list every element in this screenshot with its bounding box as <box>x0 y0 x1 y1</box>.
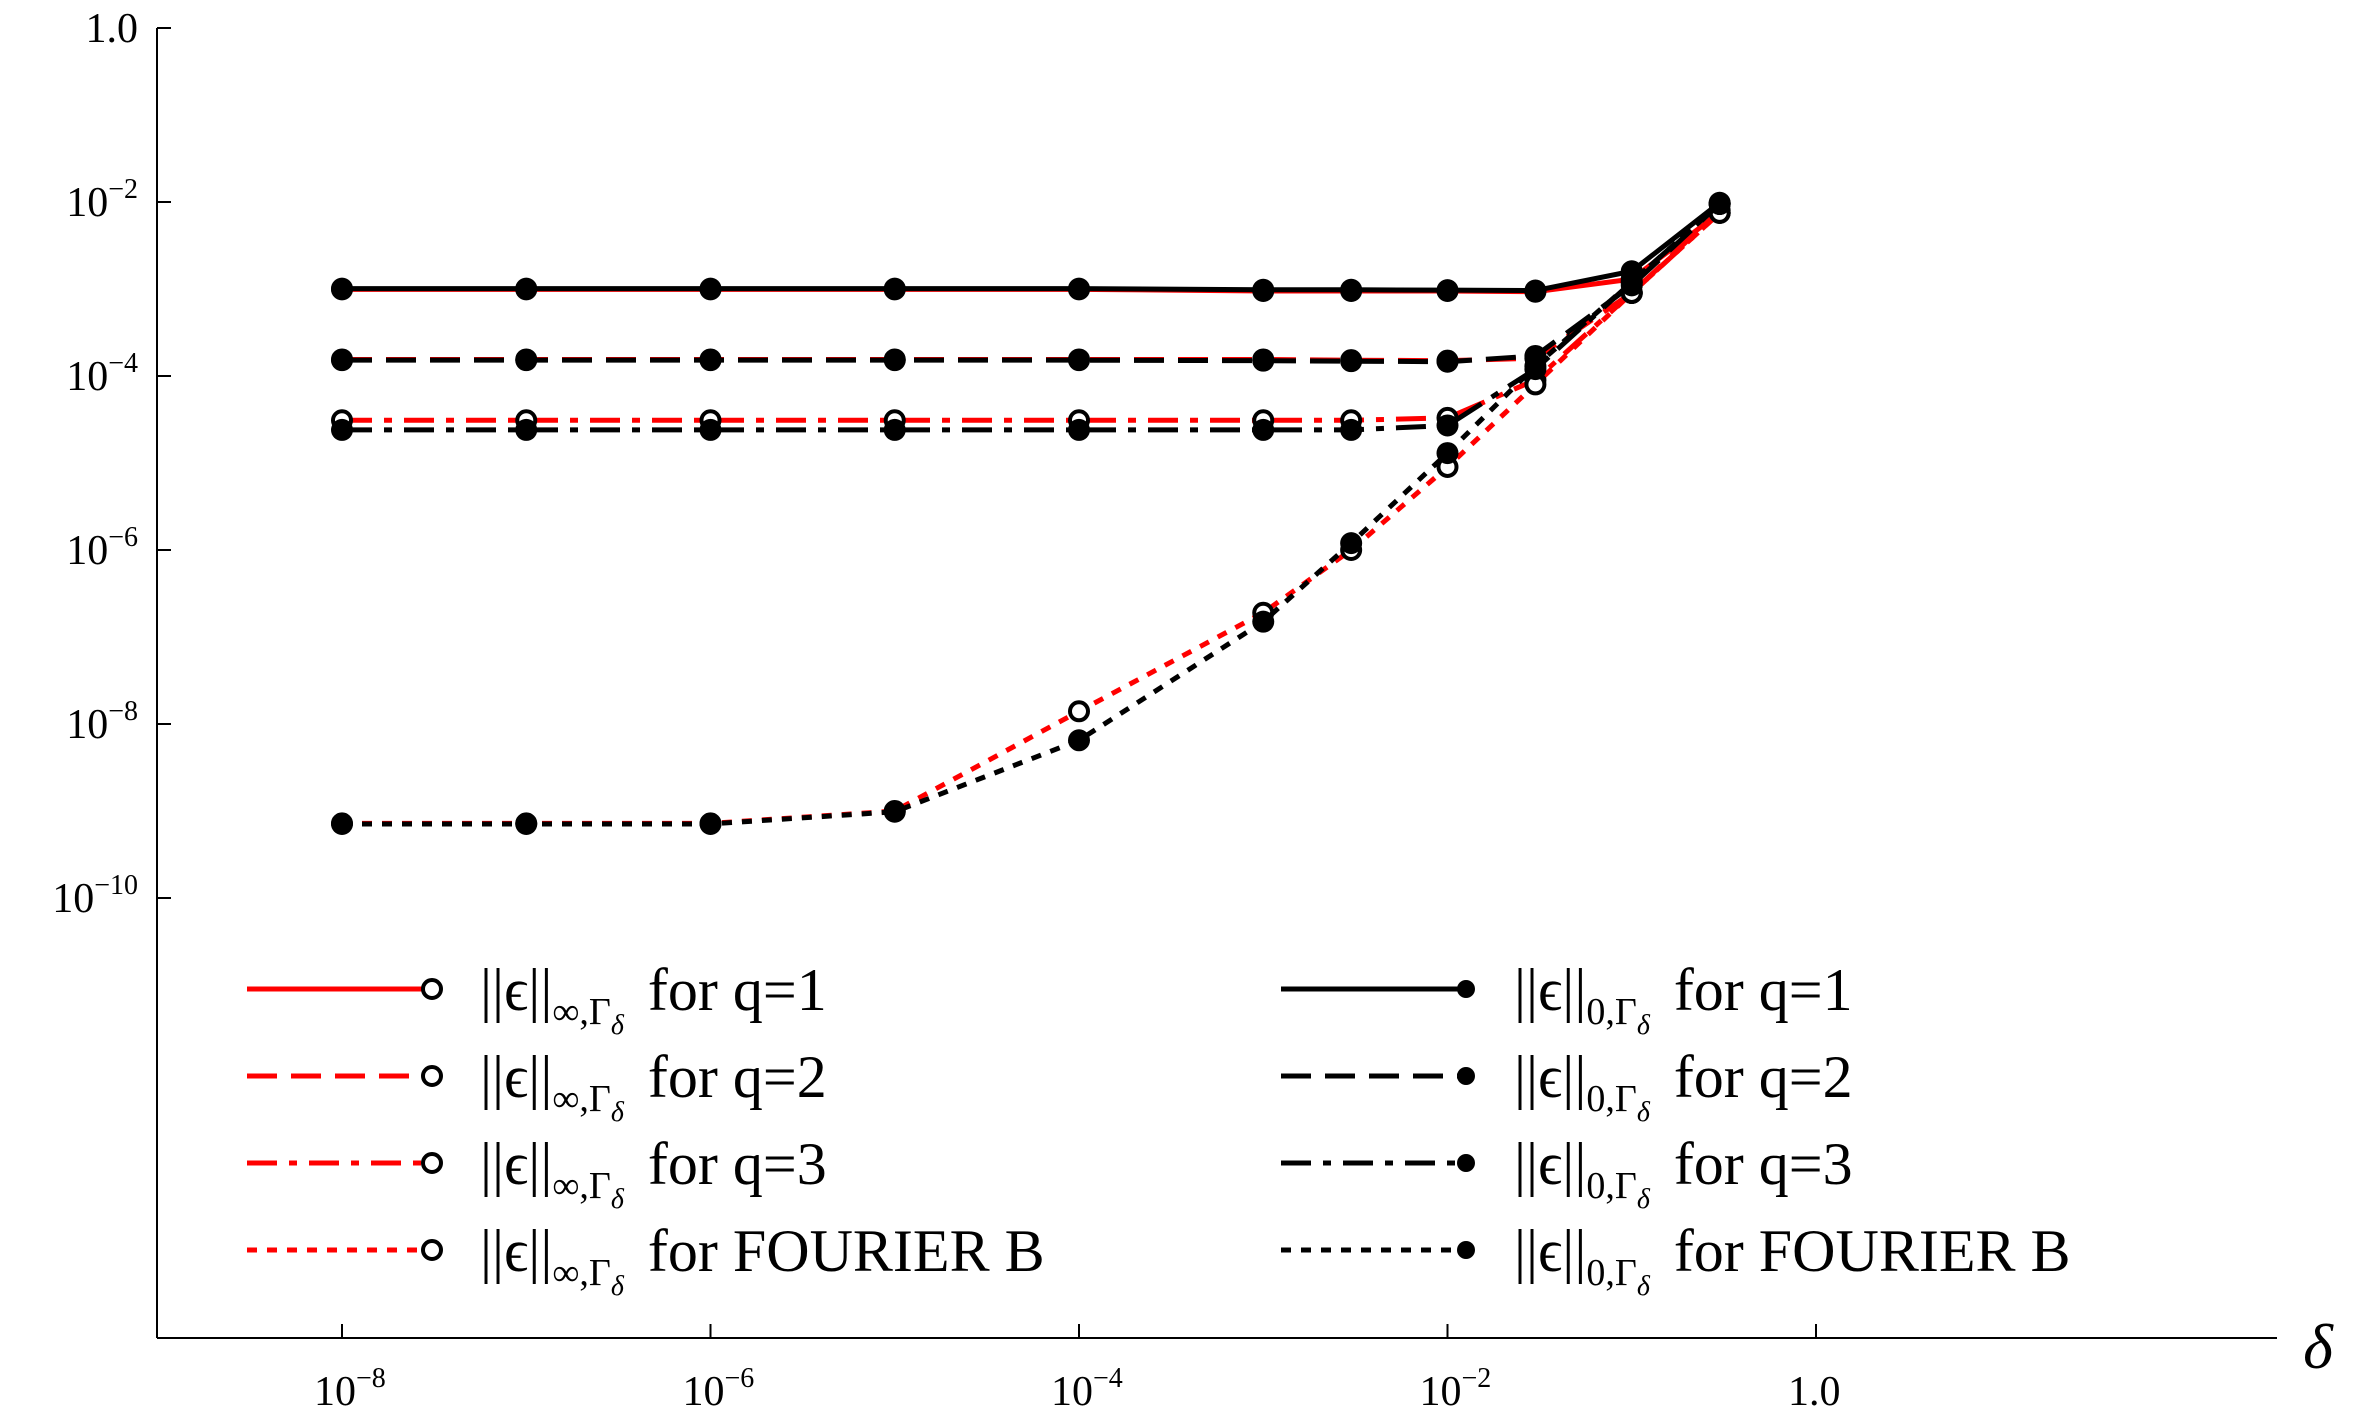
data-point <box>1068 277 1090 300</box>
x-tick-label: 1.0 <box>1788 1369 1841 1415</box>
legend-item: ||ϵ||0,Γδfor q=2 <box>1281 1044 1853 1128</box>
x-ticks: 10−8 10−6 10−4 10−2 1.0 <box>314 1324 1841 1415</box>
data-point <box>699 349 722 372</box>
legend-label: ||ϵ||∞,Γδfor q=3 <box>480 1131 827 1215</box>
x-axis-title: δ <box>2303 1311 2334 1382</box>
legend-marker <box>1457 1154 1475 1172</box>
data-point <box>1068 700 1090 723</box>
legend-marker <box>1457 1241 1475 1259</box>
data-point <box>515 418 538 441</box>
y-tick-label: 10−4 <box>66 348 138 400</box>
data-point <box>1524 279 1547 302</box>
data-point <box>883 418 906 441</box>
data-point <box>331 349 353 372</box>
data-point <box>883 277 906 300</box>
data-point <box>883 349 906 372</box>
data-point <box>883 800 906 823</box>
series-zero-5 <box>331 192 1731 373</box>
series-layer <box>331 191 1731 835</box>
legend-marker <box>1457 1067 1475 1085</box>
data-point <box>1524 355 1547 378</box>
data-point <box>1252 349 1275 372</box>
legend-marker <box>421 1152 443 1174</box>
data-point <box>1068 418 1090 441</box>
legend-label: ||ϵ||∞,Γδfor q=2 <box>480 1044 827 1128</box>
data-point <box>331 812 353 835</box>
series-line <box>342 210 1722 295</box>
legend-marker <box>421 978 443 1000</box>
legend-label: ||ϵ||0,Γδfor q=3 <box>1514 1131 1853 1215</box>
data-point <box>1436 414 1459 437</box>
x-tick-label: 10−2 <box>1420 1363 1492 1415</box>
data-point <box>1436 350 1459 373</box>
legend-marker <box>421 1065 443 1087</box>
legend: ||ϵ||∞,Γδfor q=1||ϵ||∞,Γδfor q=2||ϵ||∞,Γ… <box>247 957 2071 1302</box>
data-point <box>1620 271 1643 294</box>
legend-item: ||ϵ||0,Γδfor q=3 <box>1281 1131 1853 1215</box>
legend-item: ||ϵ||∞,Γδfor FOURIER B <box>247 1218 1045 1302</box>
data-point <box>515 277 538 300</box>
series-zero-6 <box>331 192 1731 441</box>
y-tick-label: 1.0 <box>86 6 139 52</box>
y-tick-label: 10−8 <box>66 696 138 748</box>
data-point <box>1708 192 1731 215</box>
data-point <box>331 277 353 300</box>
data-point <box>1436 442 1459 465</box>
legend-label: ||ϵ||∞,Γδfor q=1 <box>480 957 827 1041</box>
data-point <box>1340 532 1363 555</box>
data-point <box>1068 349 1090 372</box>
y-tick-label: 10−10 <box>52 870 138 922</box>
legend-item: ||ϵ||∞,Γδfor q=2 <box>247 1044 827 1128</box>
legend-marker <box>421 1239 443 1261</box>
data-point <box>1340 278 1363 301</box>
data-point <box>1252 418 1275 441</box>
series-zero-7 <box>331 192 1731 835</box>
data-point <box>1436 279 1459 302</box>
data-point <box>699 277 722 300</box>
data-point <box>1252 278 1275 301</box>
legend-label: ||ϵ||0,Γδfor FOURIER B <box>1514 1218 2071 1302</box>
series-line <box>342 208 1722 364</box>
legend-item: ||ϵ||0,Γδfor FOURIER B <box>1281 1218 2071 1302</box>
series-line <box>342 202 1722 365</box>
data-point <box>1340 350 1363 373</box>
series-line <box>342 202 1722 827</box>
series-line <box>342 211 1722 423</box>
legend-label: ||ϵ||0,Γδfor q=1 <box>1514 957 1853 1041</box>
series-line <box>342 202 1722 433</box>
axes: δ <box>156 28 2334 1382</box>
data-point <box>331 418 353 441</box>
data-point <box>1068 729 1090 752</box>
x-tick-label: 10−4 <box>1051 1363 1123 1415</box>
legend-item: ||ϵ||0,Γδfor q=1 <box>1281 957 1853 1041</box>
legend-marker <box>1457 980 1475 998</box>
y-ticks: 1.0 10−2 10−4 10−6 10−8 10−10 <box>52 6 171 922</box>
data-point <box>699 812 722 835</box>
series-inf-3 <box>331 201 1731 835</box>
series-line <box>342 211 1722 826</box>
series-inf-2 <box>331 201 1731 432</box>
x-tick-label: 10−6 <box>683 1363 755 1415</box>
y-tick-label: 10−2 <box>66 174 138 226</box>
x-tick-label: 10−8 <box>314 1363 386 1415</box>
data-point <box>1340 418 1363 441</box>
data-point <box>699 418 722 441</box>
data-point <box>1252 610 1275 633</box>
series-inf-1 <box>331 199 1731 372</box>
legend-label: ||ϵ||0,Γδfor q=2 <box>1514 1044 1853 1128</box>
legend-item: ||ϵ||∞,Γδfor q=1 <box>247 957 827 1041</box>
data-point <box>515 812 538 835</box>
data-point <box>515 349 538 372</box>
y-tick-label: 10−6 <box>66 522 138 574</box>
series-zero-4 <box>331 191 1731 302</box>
series-line <box>342 200 1722 294</box>
legend-label: ||ϵ||∞,Γδfor FOURIER B <box>480 1218 1045 1302</box>
legend-item: ||ϵ||∞,Γδfor q=3 <box>247 1131 827 1215</box>
